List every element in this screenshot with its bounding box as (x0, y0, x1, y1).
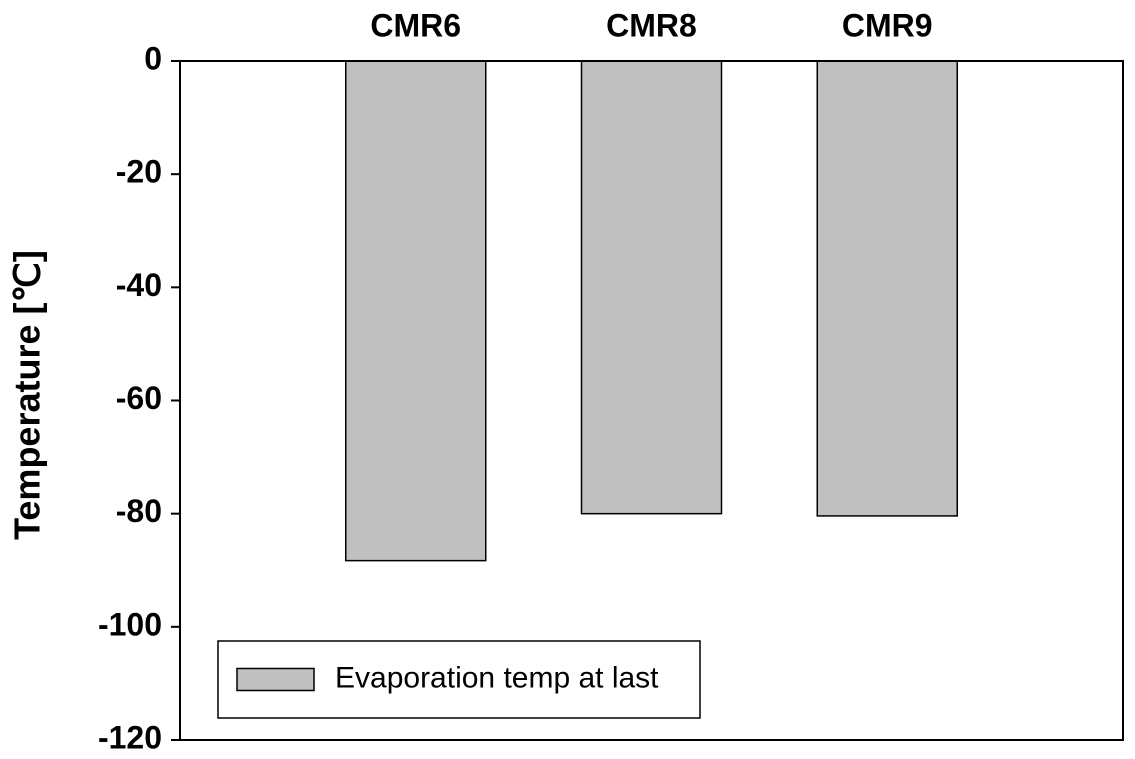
y-tick-label: 0 (144, 40, 162, 76)
y-axis-label: Temperature [℃] (7, 250, 48, 540)
y-tick-label: -40 (116, 267, 162, 303)
bar (816, 60, 958, 517)
y-tick-label: -60 (116, 380, 162, 416)
legend-swatch (236, 667, 315, 692)
x-tick-label: CMR6 (370, 7, 461, 43)
bar (580, 60, 723, 515)
y-tick-label: -100 (98, 606, 162, 642)
x-tick-label: CMR8 (606, 7, 697, 43)
y-tick-label: -80 (116, 493, 162, 529)
y-tick-label: -120 (98, 719, 162, 755)
plot-frame (179, 60, 1124, 741)
bar (345, 60, 487, 562)
x-tick-label: CMR9 (842, 7, 933, 43)
legend-label: Evaporation temp at last (335, 661, 659, 694)
y-tick-label: -20 (116, 154, 162, 190)
